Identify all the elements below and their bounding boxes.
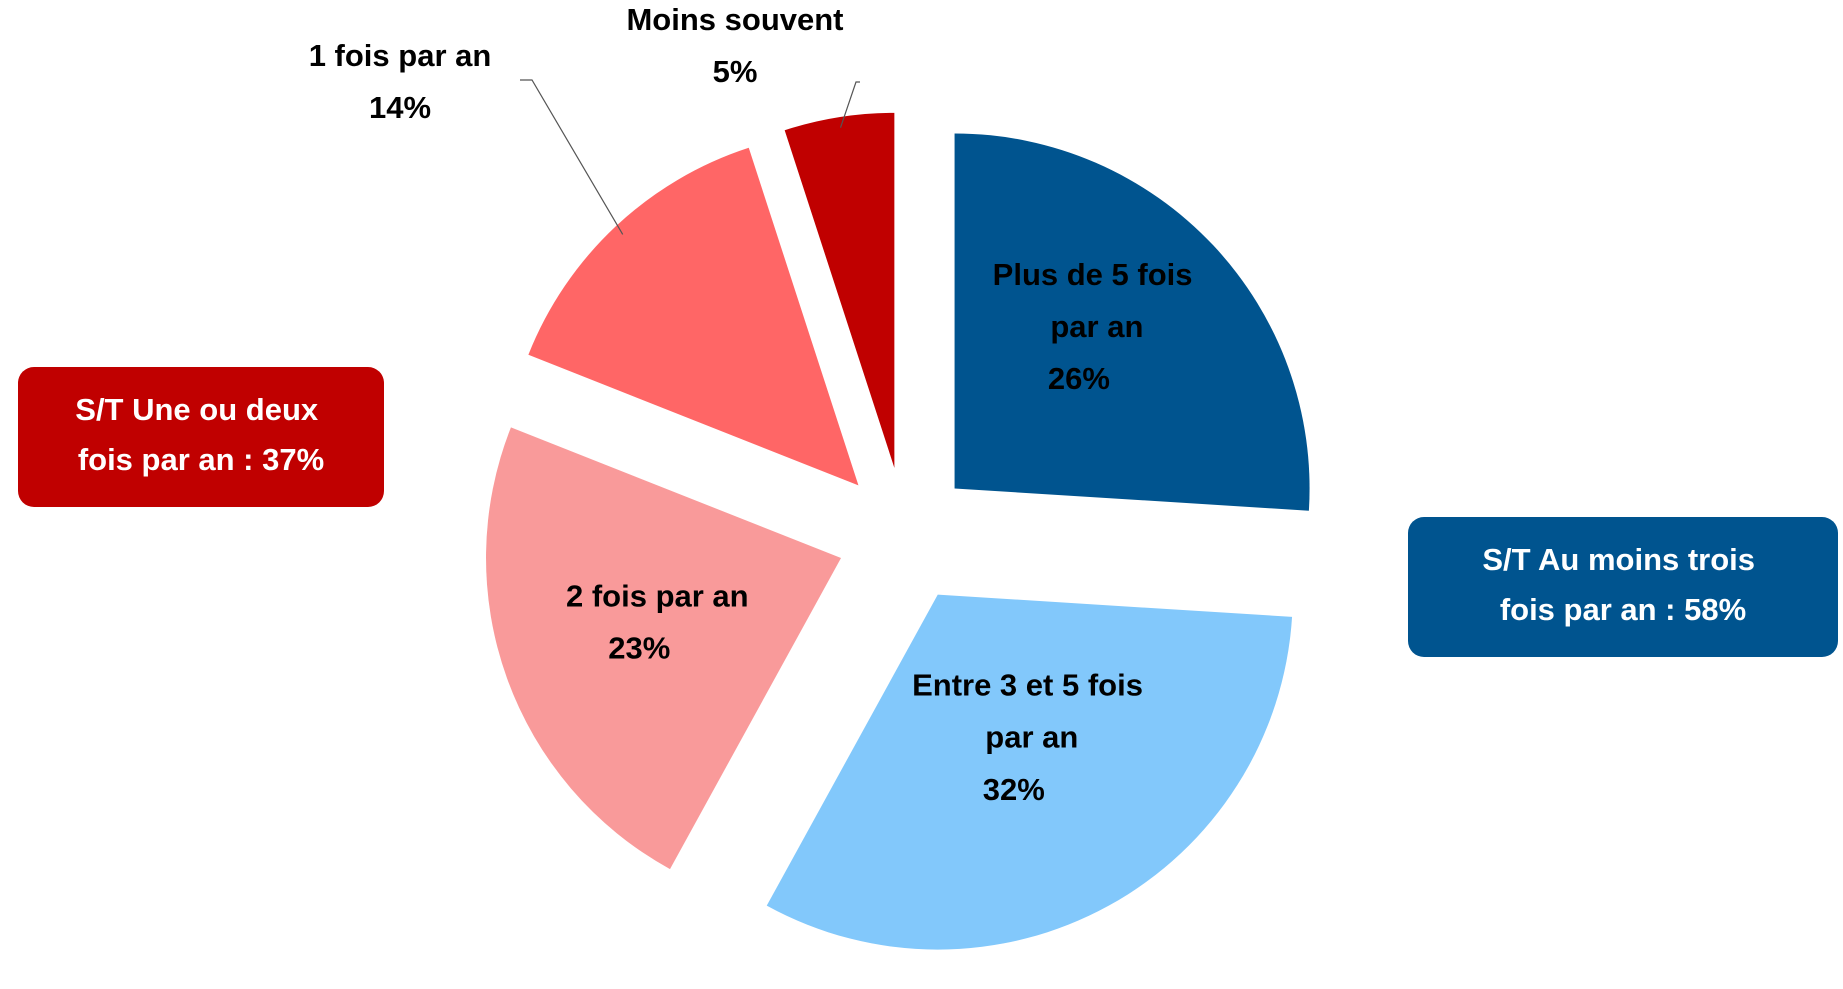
annotation-text: S/T Au moins trois fois par an : 58%: [1482, 542, 1763, 627]
leader-line: [520, 79, 624, 235]
annotation-text: S/T Une ou deux fois par an : 37%: [75, 392, 326, 477]
category-label: Entre 3 et 5 fois par an: [912, 668, 1151, 755]
category-label: 2 fois par an: [566, 578, 749, 613]
text-line: S/T Une ou deux: [75, 392, 326, 427]
text-line: par an: [985, 720, 1078, 755]
annotation-box: [18, 367, 384, 507]
text-line: Entre 3 et 5 fois: [912, 668, 1151, 703]
value-label: 32%: [983, 772, 1045, 807]
text-line: S/T Au moins trois: [1482, 542, 1763, 577]
leader-line: [839, 81, 860, 128]
pie-slice: [486, 427, 842, 870]
category-label: Moins souvent: [626, 2, 843, 37]
text-line: fois par an : 37%: [78, 442, 324, 477]
pie-slice: [528, 147, 859, 486]
pie-slice: [954, 133, 1310, 511]
pie-slice: [766, 594, 1293, 950]
pie-slice: [784, 112, 895, 468]
category-label: Plus de 5 fois par an: [993, 257, 1201, 344]
value-label: 5%: [713, 54, 758, 89]
value-label: 26%: [1048, 361, 1110, 396]
value-label: 14%: [369, 90, 431, 125]
category-label: 1 fois par an: [309, 38, 492, 73]
text-line: par an: [1050, 309, 1143, 344]
text-line: fois par an : 58%: [1500, 592, 1746, 627]
annotation-box: [1408, 517, 1838, 657]
text-line: Plus de 5 fois: [993, 257, 1201, 292]
value-label: 23%: [608, 630, 670, 665]
